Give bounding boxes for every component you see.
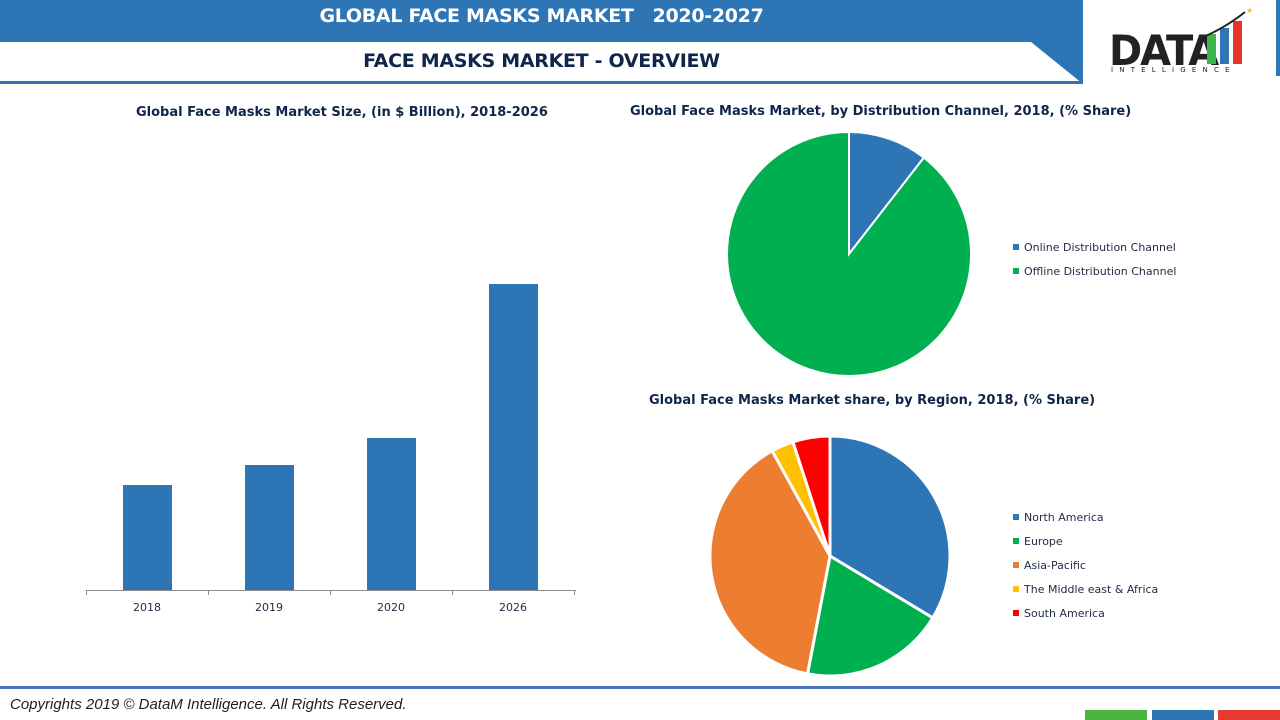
- main-title: GLOBAL FACE MASKS MARKET 2020-2027: [319, 5, 764, 27]
- svg-text:INTELLIGENCE: INTELLIGENCE: [1111, 66, 1236, 74]
- legend-label: Europe: [1024, 534, 1063, 548]
- legend-label: The Middle east & Africa: [1024, 582, 1159, 596]
- legend-swatch: [1013, 562, 1019, 568]
- region-pie-chart: [708, 434, 952, 678]
- x-label: 2019: [255, 601, 283, 614]
- bar-2020: [367, 438, 416, 590]
- svg-text:DATA: DATA: [1109, 26, 1219, 75]
- region-legend: North America Europe Asia-Pacific The Mi…: [1013, 505, 1158, 625]
- legend-label: North America: [1024, 510, 1104, 524]
- bar-2019: [245, 465, 294, 590]
- x-label: 2026: [499, 601, 527, 614]
- legend-label: South America: [1024, 606, 1105, 620]
- legend-item-south-america: South America: [1013, 601, 1158, 625]
- header-band: GLOBAL FACE MASKS MARKET 2020-2027 FACE …: [0, 0, 1083, 84]
- footer-color-block-green: [1085, 710, 1147, 720]
- legend-swatch: [1013, 514, 1019, 520]
- x-tick: [452, 590, 453, 595]
- slice-asia-pacific: [708, 448, 832, 676]
- slice-south-america: [791, 434, 832, 557]
- legend-swatch: [1013, 268, 1019, 274]
- slice-europe: [805, 553, 935, 678]
- copyright-text: Copyrights 2019 © DataM Intelligence. Al…: [10, 696, 407, 713]
- legend-item-online: Online Distribution Channel: [1013, 235, 1176, 259]
- market-size-bar-chart: 2018 2019 2020 2026: [86, 130, 576, 620]
- x-tick: [574, 590, 575, 595]
- legend-label: Online Distribution Channel: [1024, 240, 1176, 254]
- legend-label: Offline Distribution Channel: [1024, 264, 1177, 278]
- slice-offline: [726, 131, 972, 377]
- header-shape: [0, 0, 1083, 84]
- logo-accent-bar: [1276, 0, 1280, 76]
- footer-color-block-blue: [1152, 710, 1214, 720]
- x-tick: [330, 590, 331, 595]
- legend-item-north-america: North America: [1013, 505, 1158, 529]
- region-pie-title: Global Face Masks Market share, by Regio…: [649, 393, 1096, 408]
- distribution-pie-title: Global Face Masks Market, by Distributio…: [630, 104, 1132, 119]
- x-label: 2018: [133, 601, 161, 614]
- bar-2026: [489, 284, 538, 590]
- legend-swatch: [1013, 586, 1019, 592]
- legend-item-middle-east-africa: The Middle east & Africa: [1013, 577, 1158, 601]
- legend-item-europe: Europe: [1013, 529, 1158, 553]
- distribution-legend: Online Distribution Channel Offline Dist…: [1013, 235, 1176, 283]
- distribution-channel-pie-chart: [726, 131, 972, 377]
- legend-swatch: [1013, 244, 1019, 250]
- footer-color-block-red: [1218, 710, 1280, 720]
- x-axis: [86, 590, 576, 591]
- legend-swatch: [1013, 538, 1019, 544]
- page-title: FACE MASKS MARKET - OVERVIEW: [363, 50, 720, 72]
- bar-2018: [123, 485, 172, 590]
- x-label: 2020: [377, 601, 405, 614]
- datam-intelligence-logo: DATA ★ INTELLIGENCE: [1105, 4, 1255, 76]
- legend-label: Asia-Pacific: [1024, 558, 1086, 572]
- logo-graphic: DATA ★ INTELLIGENCE: [1109, 6, 1253, 75]
- svg-text:★: ★: [1246, 6, 1253, 15]
- x-tick: [86, 590, 87, 595]
- legend-item-offline: Offline Distribution Channel: [1013, 259, 1176, 283]
- x-tick: [208, 590, 209, 595]
- footer-divider: [0, 686, 1280, 689]
- bar-chart-title: Global Face Masks Market Size, (in $ Bil…: [136, 105, 548, 120]
- legend-swatch: [1013, 610, 1019, 616]
- slice-online: [848, 131, 926, 257]
- legend-item-asia-pacific: Asia-Pacific: [1013, 553, 1158, 577]
